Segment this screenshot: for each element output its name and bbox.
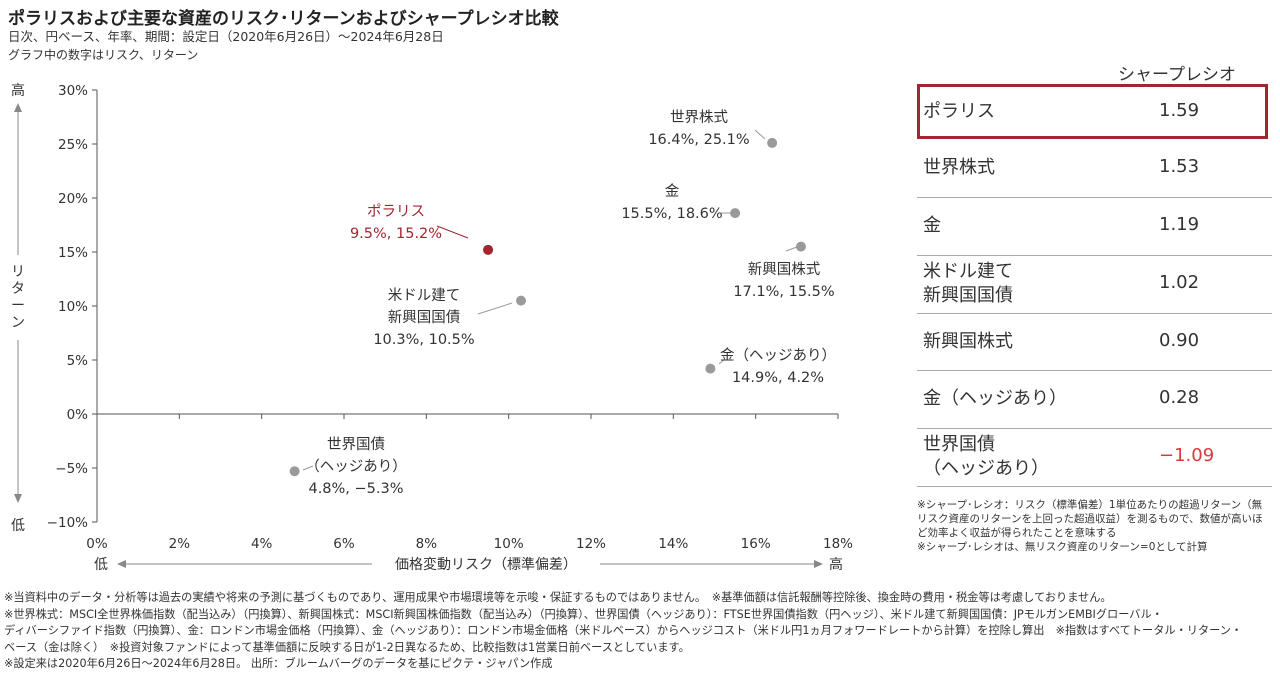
y-axis-label-char: リ xyxy=(11,264,25,280)
point-name-label: 金 xyxy=(665,183,680,200)
leader-line xyxy=(477,302,513,315)
sharpe-row: 金 1.19 xyxy=(917,197,1272,256)
sharpe-row-name: ポラリス xyxy=(923,100,995,122)
footnote-line: ※世界株式：MSCI全世界株価指数（配当込み）（円換算）、新興国株式：MSCI新… xyxy=(4,607,1163,621)
point-name-label: 新興国国債 xyxy=(388,309,461,326)
x-arrow-left-head xyxy=(117,560,126,568)
x-tick-label: 14% xyxy=(658,536,688,552)
x-tick-label: 18% xyxy=(823,536,853,552)
leader-line xyxy=(718,358,726,365)
point-name-label: 米ドル建て xyxy=(388,287,461,304)
data-point xyxy=(516,295,527,306)
x-tick-label: 8% xyxy=(416,536,438,552)
sharpe-row-name: 米ドル建て 新興国国債 xyxy=(923,261,1013,306)
y-arrow-up-head xyxy=(14,103,22,112)
sharpe-row-name: 世界株式 xyxy=(923,157,995,178)
polaris-highlight-box xyxy=(917,84,1268,139)
point-value-label: 15.5%, 18.6% xyxy=(621,206,722,222)
y-tick-label: 30% xyxy=(58,83,88,99)
y-axis-label-char: ン xyxy=(11,315,25,331)
point-value-label: 16.4%, 25.1% xyxy=(648,132,749,148)
x-low-label: 低 xyxy=(94,557,108,573)
sharpe-row: 世界株式 1.53 xyxy=(917,139,1272,198)
point-name-label: 金（ヘッジあり） xyxy=(720,347,836,364)
y-tick-label: −10% xyxy=(47,515,88,531)
sharpe-row-name: 金 xyxy=(923,215,941,236)
sharpe-row: ポラリス 1.59 xyxy=(917,84,1272,139)
risk-return-scatter-chart: −10% −5% 0% 5% 10% 15% 20% 25% 30% 0% 2% 4% 6% 8% 10% 1… xyxy=(11,82,853,573)
sharpe-header: シャープレシオ xyxy=(1118,65,1236,85)
point-name-label: 新興国株式 xyxy=(748,261,821,278)
y-arrow-down-head xyxy=(14,494,22,503)
y-tick-label: −5% xyxy=(55,461,88,477)
y-high-label: 高 xyxy=(11,82,25,99)
point-name-label: （ヘッジあり） xyxy=(305,458,407,475)
sharpe-row-value: 1.53 xyxy=(1159,156,1200,177)
x-high-label: 高 xyxy=(829,556,843,573)
sharpe-row-name: 新興国株式 xyxy=(923,330,1013,352)
sharpe-row-value: 1.02 xyxy=(1159,272,1200,293)
y-tick-label: 25% xyxy=(58,137,88,153)
footnote-line: ※当資料中のデータ・分析等は過去の実績や将来の予測に基づくものであり、運用成果や… xyxy=(4,591,1112,604)
point-value-label: 10.3%, 10.5% xyxy=(373,332,474,348)
y-tick-label: 0% xyxy=(67,407,89,423)
point-name-label: ポラリス xyxy=(367,203,425,220)
x-tick-label: 10% xyxy=(494,536,524,552)
data-point xyxy=(767,137,778,148)
data-point xyxy=(795,241,806,252)
footnotes: ※当資料中のデータ・分析等は過去の実績や将来の予測に基づくものであり、運用成果や… xyxy=(4,590,1276,673)
point-name-label: 世界株式 xyxy=(670,109,728,126)
y-tick-label: 10% xyxy=(58,299,88,315)
x-arrow-right-head xyxy=(814,560,823,568)
sharpe-row-value: 1.19 xyxy=(1159,214,1200,235)
sharpe-row: 米ドル建て 新興国国債 1.02 xyxy=(917,255,1272,314)
point-value-label: 14.9%, 4.2% xyxy=(732,370,824,386)
sharpe-row: 世界国債 （ヘッジあり） −1.09 xyxy=(917,428,1272,487)
sharpe-row-name: 金（ヘッジあり） xyxy=(923,388,1067,409)
y-axis-label-char: タ xyxy=(11,281,25,297)
sharpe-row-name: 世界国債 （ヘッジあり） xyxy=(923,434,1049,479)
leader-line xyxy=(436,225,469,239)
point-value-label: 9.5%, 15.2% xyxy=(350,226,442,242)
x-tick-label: 6% xyxy=(333,536,355,552)
footnote-line: ディバーシファイド指数（円換算）、金：ロンドン市場金価格（円換算）、金（ヘッジあ… xyxy=(4,624,1243,637)
y-tick-label: 20% xyxy=(58,191,88,207)
data-point xyxy=(289,466,300,477)
sharpe-row: 金（ヘッジあり） 0.28 xyxy=(917,370,1272,429)
sharpe-row-value: 0.28 xyxy=(1159,387,1200,408)
leader-line xyxy=(785,246,798,252)
data-point xyxy=(705,363,716,374)
point-value-label: 4.8%, −5.3% xyxy=(308,481,403,497)
y-tick-label: 15% xyxy=(58,245,88,261)
chart-note: グラフ中の数字はリスク、リターン xyxy=(8,48,199,62)
point-value-label: 17.1%, 15.5% xyxy=(733,284,834,300)
footnote-line: ベース（金は除く） ※投資対象ファンドによって基準価額に反映する日が1-2日異な… xyxy=(4,640,690,654)
sharpe-note: ※シャープ･レシオ：リスク（標準偏差）1単位あたりの超過リターン（無リスク資産の… xyxy=(917,499,1263,553)
footnote-line: ※設定来は2020年6月26日～2024年6月28日。 出所：ブルームバーグのデ… xyxy=(4,657,553,670)
data-point xyxy=(730,208,741,219)
sharpe-row-value: 1.59 xyxy=(1159,99,1200,121)
x-tick-label: 4% xyxy=(251,536,273,552)
leader-line xyxy=(754,129,766,140)
sharpe-row: 新興国株式 0.90 xyxy=(917,313,1272,371)
page-subtitle: 日次、円ベース、年率、期間：設定日（2020年6月26日）～2024年6月28日 xyxy=(8,29,444,44)
sharpe-row-value: −1.09 xyxy=(1159,445,1215,466)
x-tick-label: 0% xyxy=(86,536,108,552)
y-low-label: 低 xyxy=(11,518,25,534)
page-title: ポラリスおよび主要な資産のリスク･リターンおよびシャープレシオ比較 xyxy=(8,9,559,29)
point-name-label: 世界国債 xyxy=(327,436,385,453)
x-tick-label: 2% xyxy=(169,536,191,552)
sharpe-row-value: 0.90 xyxy=(1159,329,1200,351)
leader-line xyxy=(302,465,314,471)
y-tick-label: 5% xyxy=(67,353,89,369)
y-axis-label-char: ー xyxy=(11,298,25,314)
x-tick-label: 12% xyxy=(576,536,606,552)
data-point xyxy=(483,244,494,255)
x-axis-label: 価格変動リスク（標準偏差） xyxy=(395,556,577,573)
x-tick-label: 16% xyxy=(741,536,771,552)
